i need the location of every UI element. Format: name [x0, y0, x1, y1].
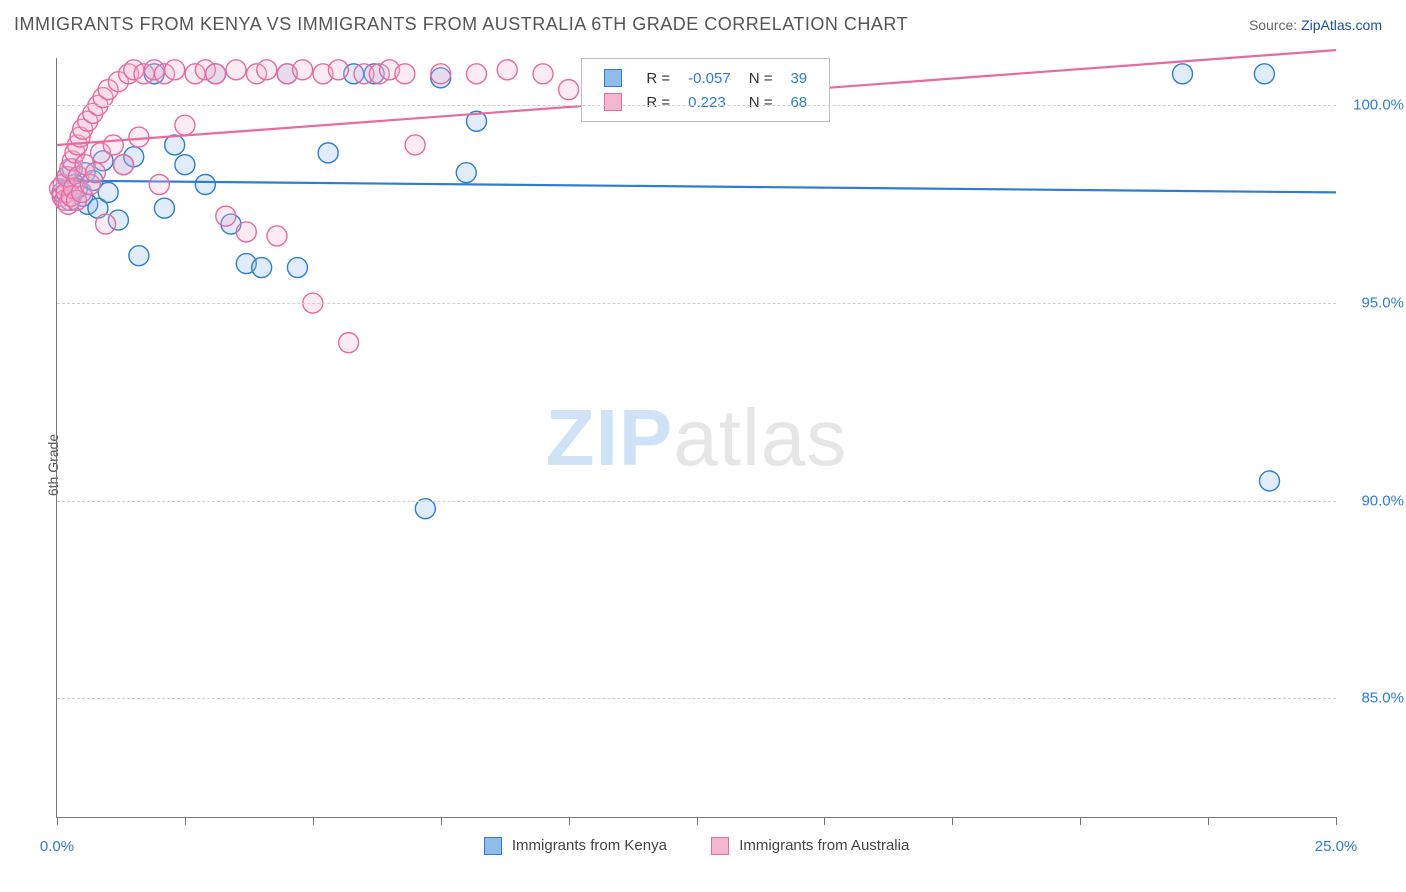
- scatter-point: [1259, 471, 1279, 491]
- trend-line: [57, 181, 1336, 193]
- legend-n-value: 68: [782, 91, 815, 113]
- scatter-point: [96, 214, 116, 234]
- scatter-point: [98, 182, 118, 202]
- x-tick: [697, 817, 698, 825]
- x-tick: [441, 817, 442, 825]
- gridline-h: [57, 698, 1336, 699]
- scatter-point: [226, 60, 246, 80]
- scatter-point: [154, 198, 174, 218]
- scatter-point: [328, 60, 348, 80]
- scatter-point: [103, 135, 123, 155]
- scatter-point: [175, 115, 195, 135]
- scatter-svg: [57, 58, 1336, 817]
- scatter-point: [165, 135, 185, 155]
- x-tick: [1080, 817, 1081, 825]
- scatter-point: [165, 60, 185, 80]
- legend-r-value: -0.057: [680, 67, 739, 89]
- y-tick-label: 100.0%: [1344, 97, 1404, 114]
- scatter-point: [431, 64, 451, 84]
- x-tick-label: 25.0%: [1315, 838, 1358, 855]
- gridline-h: [57, 303, 1336, 304]
- scatter-point: [114, 155, 134, 175]
- x-tick: [57, 817, 58, 825]
- scatter-point: [339, 333, 359, 353]
- scatter-point: [533, 64, 553, 84]
- x-tick-label: 0.0%: [40, 838, 74, 855]
- y-tick-label: 85.0%: [1344, 690, 1404, 707]
- scatter-point: [257, 60, 277, 80]
- legend-swatch-kenya: [484, 837, 502, 855]
- correlation-legend: R =-0.057N =39R =0.223N =68: [581, 58, 830, 122]
- source-label: Source: ZipAtlas.com: [1249, 17, 1382, 33]
- legend-swatch: [604, 69, 622, 87]
- legend-row: R =-0.057N =39: [596, 67, 815, 89]
- legend-item-kenya: Immigrants from Kenya: [484, 837, 667, 855]
- y-tick-label: 90.0%: [1344, 492, 1404, 509]
- chart-container: 6th Grade ZIPatlas R =-0.057N =39R =0.22…: [14, 46, 1392, 884]
- x-tick: [1336, 817, 1337, 825]
- gridline-h: [57, 501, 1336, 502]
- scatter-point: [85, 163, 105, 183]
- scatter-point: [175, 155, 195, 175]
- scatter-point: [216, 206, 236, 226]
- scatter-point: [195, 175, 215, 195]
- legend-row: R =0.223N =68: [596, 91, 815, 113]
- y-tick-label: 95.0%: [1344, 295, 1404, 312]
- scatter-point: [456, 163, 476, 183]
- scatter-point: [287, 258, 307, 278]
- scatter-point: [129, 127, 149, 147]
- scatter-point: [1254, 64, 1274, 84]
- legend-item-australia: Immigrants from Australia: [711, 837, 909, 855]
- scatter-point: [267, 226, 287, 246]
- x-tick: [313, 817, 314, 825]
- x-tick: [569, 817, 570, 825]
- scatter-point: [149, 175, 169, 195]
- legend-r-label: R =: [638, 91, 678, 113]
- legend-swatch-australia: [711, 837, 729, 855]
- chart-title: IMMIGRANTS FROM KENYA VS IMMIGRANTS FROM…: [14, 14, 908, 35]
- scatter-point: [1173, 64, 1193, 84]
- legend-n-value: 39: [782, 67, 815, 89]
- scatter-point: [236, 222, 256, 242]
- scatter-point: [467, 64, 487, 84]
- x-tick: [824, 817, 825, 825]
- scatter-point: [129, 246, 149, 266]
- scatter-point: [206, 64, 226, 84]
- x-tick: [185, 817, 186, 825]
- legend-r-label: R =: [638, 67, 678, 89]
- scatter-point: [252, 258, 272, 278]
- x-tick: [1208, 817, 1209, 825]
- legend-n-label: N =: [741, 67, 781, 89]
- scatter-point: [559, 80, 579, 100]
- source-link[interactable]: ZipAtlas.com: [1301, 17, 1382, 33]
- scatter-point: [293, 60, 313, 80]
- gridline-h: [57, 105, 1336, 106]
- scatter-point: [497, 60, 517, 80]
- scatter-point: [395, 64, 415, 84]
- scatter-point: [405, 135, 425, 155]
- plot-area: ZIPatlas R =-0.057N =39R =0.223N =68 Imm…: [56, 58, 1336, 818]
- legend-n-label: N =: [741, 91, 781, 113]
- scatter-point: [318, 143, 338, 163]
- series-legend: Immigrants from Kenya Immigrants from Au…: [57, 837, 1336, 855]
- x-tick: [952, 817, 953, 825]
- legend-r-value: 0.223: [680, 91, 739, 113]
- legend-swatch: [604, 93, 622, 111]
